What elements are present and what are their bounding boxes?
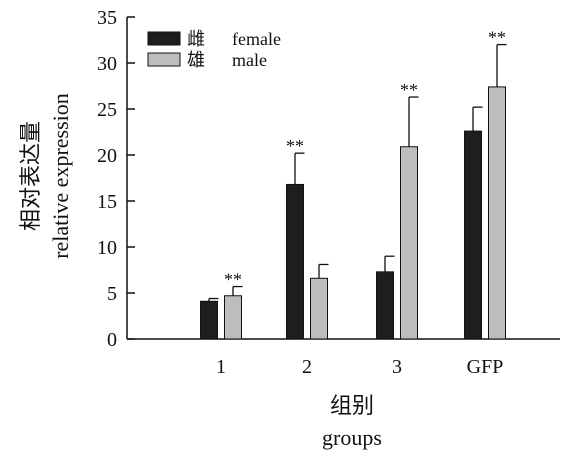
x-tick-label: 3 xyxy=(392,356,402,378)
bar-male xyxy=(224,295,242,340)
legend-swatch-male xyxy=(147,52,181,67)
bar-male xyxy=(488,86,506,340)
significance-label: ** xyxy=(400,80,418,100)
significance-label: ** xyxy=(224,270,242,290)
x-axis-title-cn: 组别 xyxy=(330,393,374,418)
bar-female xyxy=(200,300,218,340)
x-tick-label: GFP xyxy=(467,356,504,378)
x-axis-title-en: groups xyxy=(322,425,382,450)
y-tick-label: 15 xyxy=(97,191,117,213)
y-tick-label: 25 xyxy=(97,99,117,121)
bar-female xyxy=(286,183,304,340)
legend-label-en: female xyxy=(232,29,281,49)
y-axis-title-en: relative expression xyxy=(48,93,73,259)
bar-female xyxy=(376,271,394,340)
y-tick-label: 0 xyxy=(107,329,117,351)
bar-male xyxy=(400,146,418,340)
x-tick-label: 2 xyxy=(302,356,312,378)
significance-label: ** xyxy=(488,28,506,48)
legend-swatch-female xyxy=(147,31,181,46)
legend-label-cn: 雄 xyxy=(187,50,205,70)
plot-area: 0 5 10 15 20 25 30 35 1 2 3 GFP ** ** ** ** xyxy=(97,7,560,378)
legend-label-en: male xyxy=(232,50,267,70)
y-tick-label: 5 xyxy=(107,283,117,305)
legend: 雌 female 雄 male xyxy=(147,29,281,70)
legend-label-cn: 雌 xyxy=(187,29,205,49)
y-axis-title-cn: 相对表达量 xyxy=(18,121,43,231)
x-tick-label: 1 xyxy=(216,356,226,378)
y-tick-label: 10 xyxy=(97,237,117,259)
y-axis-title: 相对表达量 relative expression xyxy=(18,93,73,259)
bar-female xyxy=(464,130,482,340)
y-tick-label: 30 xyxy=(97,53,117,75)
significance-label: ** xyxy=(286,136,304,156)
y-tick-label: 35 xyxy=(97,7,117,29)
y-tick-label: 20 xyxy=(97,145,117,167)
bar-male xyxy=(310,277,328,340)
